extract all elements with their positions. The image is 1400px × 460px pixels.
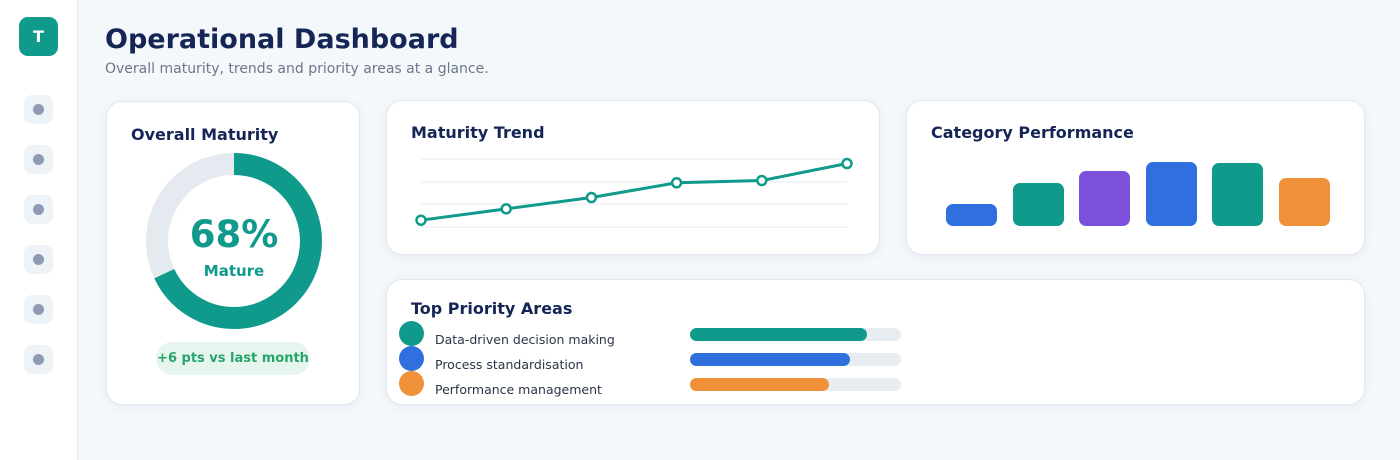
category-bar: [1212, 163, 1263, 226]
category-bar: [946, 204, 997, 226]
app-logo[interactable]: T: [19, 17, 58, 56]
donut-progress-arc: [146, 153, 322, 329]
category-performance-card: Category Performance: [906, 100, 1365, 255]
change-badge: +6 pts vs last month: [156, 342, 310, 375]
nav-dot-icon: [33, 304, 44, 315]
sidebar-nav-item-1[interactable]: [24, 95, 53, 124]
trend-series-line: [420, 162, 848, 222]
priority-marker-icon: [399, 321, 424, 346]
trend-card-title: Maturity Trend: [411, 123, 545, 142]
sidebar-nav-item-6[interactable]: [24, 345, 53, 374]
trend-data-point: [415, 214, 427, 226]
sidebar-nav-item-5[interactable]: [24, 295, 53, 324]
trend-data-point: [756, 174, 768, 187]
maturity-value: 68%: [189, 213, 279, 256]
nav-dot-icon: [33, 154, 44, 165]
priority-label: Performance management: [435, 382, 602, 397]
priority-progress-fill: [690, 353, 851, 366]
nav-dot-icon: [33, 204, 44, 215]
trend-line-chart: [415, 157, 853, 228]
priority-marker-icon: [399, 346, 424, 371]
category-bar: [1012, 182, 1064, 226]
nav-dot-icon: [33, 254, 44, 265]
priority-marker-icon: [399, 371, 424, 396]
priority-card-title: Top Priority Areas: [411, 299, 573, 318]
sidebar-nav-item-3[interactable]: [24, 195, 53, 224]
priority-progress-fill: [690, 328, 868, 341]
priority-label: Data-driven decision making: [435, 332, 615, 347]
sidebar: T: [0, 0, 78, 460]
category-bar: [1145, 162, 1197, 226]
category-bar: [1278, 178, 1330, 226]
page-subtitle: Overall maturity, trends and priority ar…: [105, 61, 489, 77]
priority-label: Process standardisation: [435, 357, 584, 372]
page-title: Operational Dashboard: [105, 24, 459, 55]
trend-data-point: [670, 177, 683, 189]
priority-progress-fill: [690, 378, 830, 391]
trend-data-point: [585, 191, 598, 204]
maturity-card-title: Overall Maturity: [131, 125, 279, 144]
maturity-donut-chart: [146, 153, 322, 329]
priority-progress-track: [690, 378, 901, 391]
priority-progress-track: [690, 353, 901, 366]
sidebar-nav-item-4[interactable]: [24, 245, 53, 274]
category-card-title: Category Performance: [931, 123, 1134, 142]
nav-dot-icon: [33, 354, 44, 365]
sidebar-nav-item-2[interactable]: [24, 145, 53, 174]
category-bar: [1079, 170, 1130, 226]
nav-dot-icon: [33, 104, 44, 115]
maturity-trend-card: Maturity Trend: [386, 100, 880, 255]
overall-maturity-card: Overall Maturity 68% Mature +6 pts vs la…: [106, 101, 360, 405]
priority-progress-track: [690, 328, 901, 341]
top-priority-areas-card: Top Priority Areas Data-driven decision …: [386, 279, 1365, 405]
maturity-level-label: Mature: [203, 262, 265, 280]
trend-data-point: [500, 203, 512, 215]
trend-data-point: [841, 157, 853, 170]
